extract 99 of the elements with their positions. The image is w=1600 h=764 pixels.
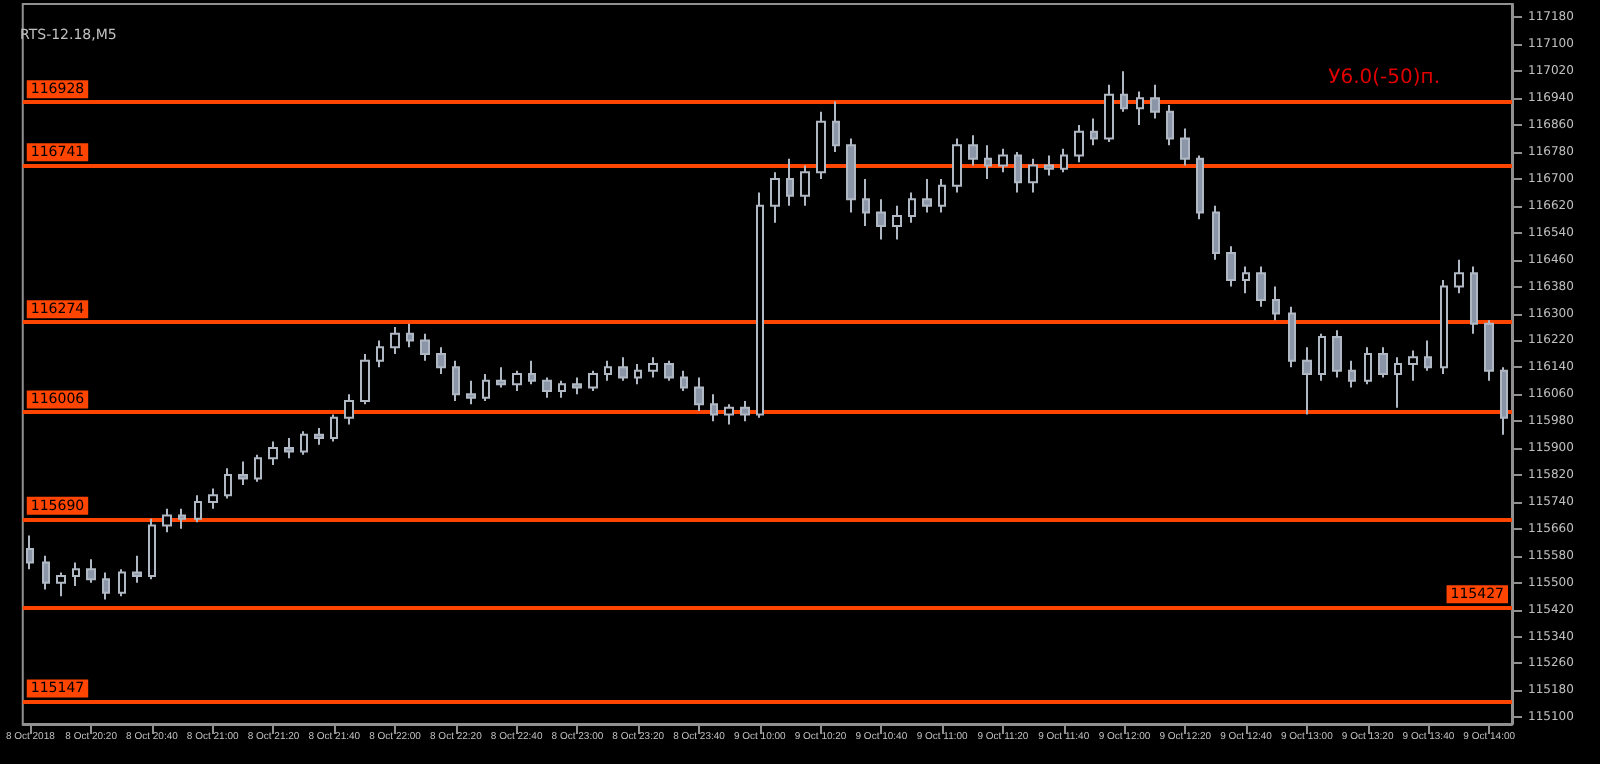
candlestick (436, 346, 446, 376)
candlestick (680, 369, 688, 392)
candlestick (1090, 117, 1098, 147)
candlestick (1150, 83, 1160, 120)
candlestick (208, 487, 218, 510)
annotation: У6.0(-50)п. (1328, 67, 1441, 89)
candlestick (998, 147, 1008, 174)
candlestick (618, 356, 628, 382)
candlestick (588, 369, 598, 392)
candlestick (1454, 258, 1464, 295)
candlestick (102, 571, 110, 601)
candlestick (1044, 154, 1054, 177)
candlestick (194, 494, 202, 524)
candlestick (344, 393, 354, 426)
candlestick (770, 171, 780, 224)
candlestick (1014, 151, 1022, 194)
candlestick (1394, 356, 1402, 409)
candlestick (786, 157, 794, 207)
candlestick (664, 359, 674, 382)
candlestick (314, 426, 324, 446)
candlestick (938, 177, 946, 214)
candlestick (528, 359, 536, 386)
candlestick (694, 376, 704, 413)
candlestick (1440, 278, 1448, 376)
candlestick (360, 352, 370, 406)
candlestick (178, 507, 186, 530)
candlestick (1242, 265, 1250, 295)
candlestick (542, 376, 552, 399)
candlestick (406, 322, 414, 349)
candlestick (922, 177, 932, 214)
candlestick (1348, 359, 1356, 389)
candlestick (300, 430, 308, 456)
candlestick (1166, 103, 1174, 147)
candlestick (892, 204, 902, 241)
candlestick (724, 403, 734, 426)
candlestick (466, 379, 476, 406)
candlestick (558, 379, 566, 399)
candlestick (1074, 124, 1084, 164)
candlestick (968, 134, 978, 167)
candlestick (1196, 154, 1204, 221)
candlestick (1180, 127, 1190, 167)
candlestick (1318, 332, 1326, 382)
candlestick (132, 554, 142, 584)
candlestick (1470, 265, 1478, 335)
candlestick (648, 356, 658, 379)
candlestick (604, 359, 612, 382)
candlestick (376, 339, 384, 369)
candlestick (1408, 349, 1418, 382)
candlestick (832, 100, 840, 154)
candlestick (72, 561, 80, 588)
candlestick (1028, 157, 1038, 194)
candlestick (268, 440, 278, 466)
candlestick (756, 191, 764, 419)
candlestick (740, 400, 750, 423)
candlestick (148, 517, 156, 581)
candlestick (330, 413, 338, 443)
candlestick (1288, 305, 1296, 369)
candlestick (26, 534, 34, 571)
candlestick (816, 110, 826, 180)
candlestick (482, 373, 490, 403)
candlestick (162, 507, 172, 534)
candlestick (800, 164, 810, 207)
candlestick (420, 332, 430, 362)
candlestick (496, 366, 506, 389)
candlestick (908, 191, 916, 224)
candlestick (1484, 319, 1494, 382)
candlestick (1302, 346, 1312, 416)
candlestick (710, 393, 718, 423)
candlestick (952, 137, 962, 194)
candlestick (846, 137, 856, 214)
candlestick (984, 144, 992, 180)
candlestick (238, 460, 248, 487)
candlestick (452, 359, 460, 403)
candlestick (284, 437, 294, 460)
candlestick (1136, 90, 1144, 127)
candlestick (1226, 245, 1236, 288)
candlestick (56, 571, 66, 598)
candlestick (1060, 147, 1068, 174)
candlestick (254, 453, 262, 483)
candlestick (876, 198, 886, 241)
candlestick (1272, 285, 1280, 322)
candlestick (118, 568, 126, 598)
candlestick (1104, 83, 1114, 143)
candlestick (1212, 204, 1220, 261)
candlestick (862, 177, 870, 228)
candlestick (86, 558, 96, 584)
candlestick (572, 376, 582, 396)
candlestick (224, 467, 232, 500)
candlestick (1256, 265, 1266, 308)
candlestick (1332, 329, 1342, 379)
candlestick (634, 363, 642, 386)
candlestick (390, 325, 400, 355)
candlestick (512, 369, 522, 392)
candlestick (1364, 346, 1372, 386)
candlestick (42, 554, 50, 591)
candlestick (1120, 70, 1128, 113)
candlestick (1500, 366, 1508, 436)
candlestick (1424, 339, 1432, 372)
candlestick (1378, 346, 1388, 379)
